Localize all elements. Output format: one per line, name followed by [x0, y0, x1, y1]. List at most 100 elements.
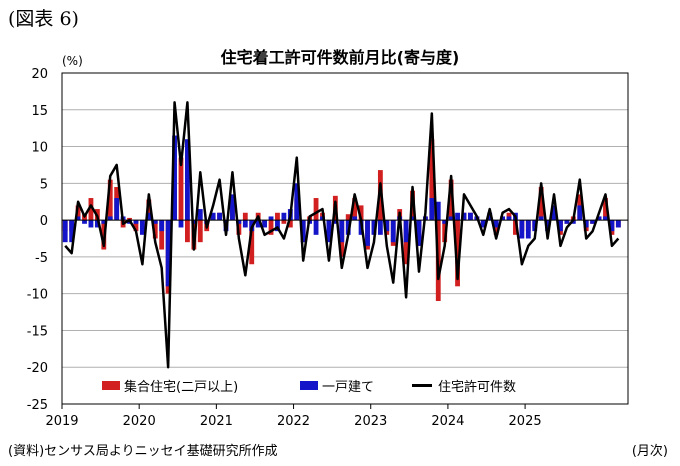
bar	[217, 212, 222, 221]
y-tick-label: 10	[31, 141, 48, 156]
bar	[62, 220, 68, 243]
bar	[538, 216, 544, 221]
bar	[564, 220, 570, 224]
total-permits-line	[64, 101, 620, 369]
bar	[185, 220, 190, 243]
bar	[230, 194, 235, 221]
bar	[493, 220, 499, 228]
bar	[152, 220, 158, 224]
chart-title: 住宅着工許可件数前月比(寄与度)	[220, 48, 460, 67]
bar	[185, 139, 190, 221]
legend-label-single: 一戸建て	[322, 380, 374, 395]
x-year-label: 2019	[45, 414, 78, 429]
bar	[442, 220, 448, 243]
x-year-label: 2023	[354, 414, 387, 429]
bar	[345, 214, 351, 221]
bar	[133, 220, 139, 232]
x-axis-unit: (月次)	[631, 444, 668, 459]
bar	[532, 220, 538, 232]
y-tick-label: -10	[27, 288, 48, 303]
bar	[442, 220, 448, 224]
bar	[275, 212, 280, 221]
bar	[197, 209, 203, 221]
bar	[197, 220, 203, 243]
bar	[88, 198, 94, 221]
bar	[506, 216, 512, 221]
bar	[114, 198, 120, 221]
bar	[455, 220, 460, 287]
y-tick-label: -15	[27, 324, 48, 339]
bar	[146, 199, 152, 221]
bar	[590, 220, 596, 224]
bar	[107, 179, 113, 221]
bar	[461, 212, 467, 221]
bar	[281, 220, 287, 224]
bar	[101, 220, 107, 224]
bar	[377, 220, 383, 235]
bar	[313, 198, 319, 221]
bar	[487, 212, 493, 221]
bar	[513, 220, 518, 235]
bar	[596, 216, 602, 221]
bar	[435, 201, 441, 221]
bar	[429, 139, 435, 221]
bar	[583, 220, 589, 228]
legend-swatch-single	[300, 381, 318, 390]
y-tick-label: 0	[40, 214, 48, 229]
bar	[577, 205, 583, 221]
bar	[249, 220, 255, 265]
bar	[88, 220, 94, 228]
legend-label-total: 住宅許可件数	[438, 380, 516, 395]
y-axis-unit: (%)	[62, 54, 83, 68]
bar	[268, 220, 274, 235]
y-tick-labels: 20 15 10 5 0 -5 -10 -15 -20 -25	[27, 67, 48, 413]
bar	[313, 220, 319, 235]
y-tick-label: 20	[31, 67, 48, 82]
x-year-label: 2020	[123, 414, 156, 429]
bar	[146, 212, 152, 221]
bar	[159, 220, 165, 232]
figure-label: (図表 6)	[8, 8, 79, 30]
bar	[352, 198, 358, 221]
bar	[294, 183, 300, 221]
bar	[275, 220, 280, 232]
bar	[69, 220, 75, 243]
bar	[152, 220, 158, 239]
bar	[609, 220, 615, 232]
bar	[429, 198, 435, 221]
bar	[159, 220, 165, 250]
bar	[365, 220, 370, 246]
x-year-labels: 2019 2020 2021 2022 2023 2024 2025	[45, 404, 542, 429]
bar	[448, 216, 454, 221]
bar	[538, 187, 544, 221]
bar	[75, 205, 81, 221]
bar	[262, 220, 268, 228]
bar	[300, 220, 306, 243]
bar	[603, 198, 608, 221]
bar	[410, 216, 415, 221]
y-tick-label: -5	[35, 251, 48, 266]
single-family-bars	[62, 135, 621, 287]
y-tick-label: -20	[27, 361, 48, 376]
bar	[358, 205, 364, 221]
bar	[339, 220, 345, 243]
bar	[455, 212, 460, 221]
bar	[178, 220, 184, 228]
x-year-label: 2025	[509, 414, 542, 429]
bar	[480, 220, 486, 228]
bar	[500, 216, 505, 221]
bar	[94, 220, 100, 228]
bar	[326, 220, 332, 243]
bar	[403, 220, 409, 243]
legend-background	[96, 375, 296, 397]
bar	[287, 220, 293, 228]
bar	[384, 220, 390, 232]
bar	[242, 212, 248, 221]
bar	[242, 220, 248, 228]
bar	[75, 216, 81, 221]
bar	[615, 220, 621, 228]
plot-frame	[61, 72, 629, 405]
y-tick-label: 15	[31, 104, 48, 119]
bar	[281, 212, 287, 221]
